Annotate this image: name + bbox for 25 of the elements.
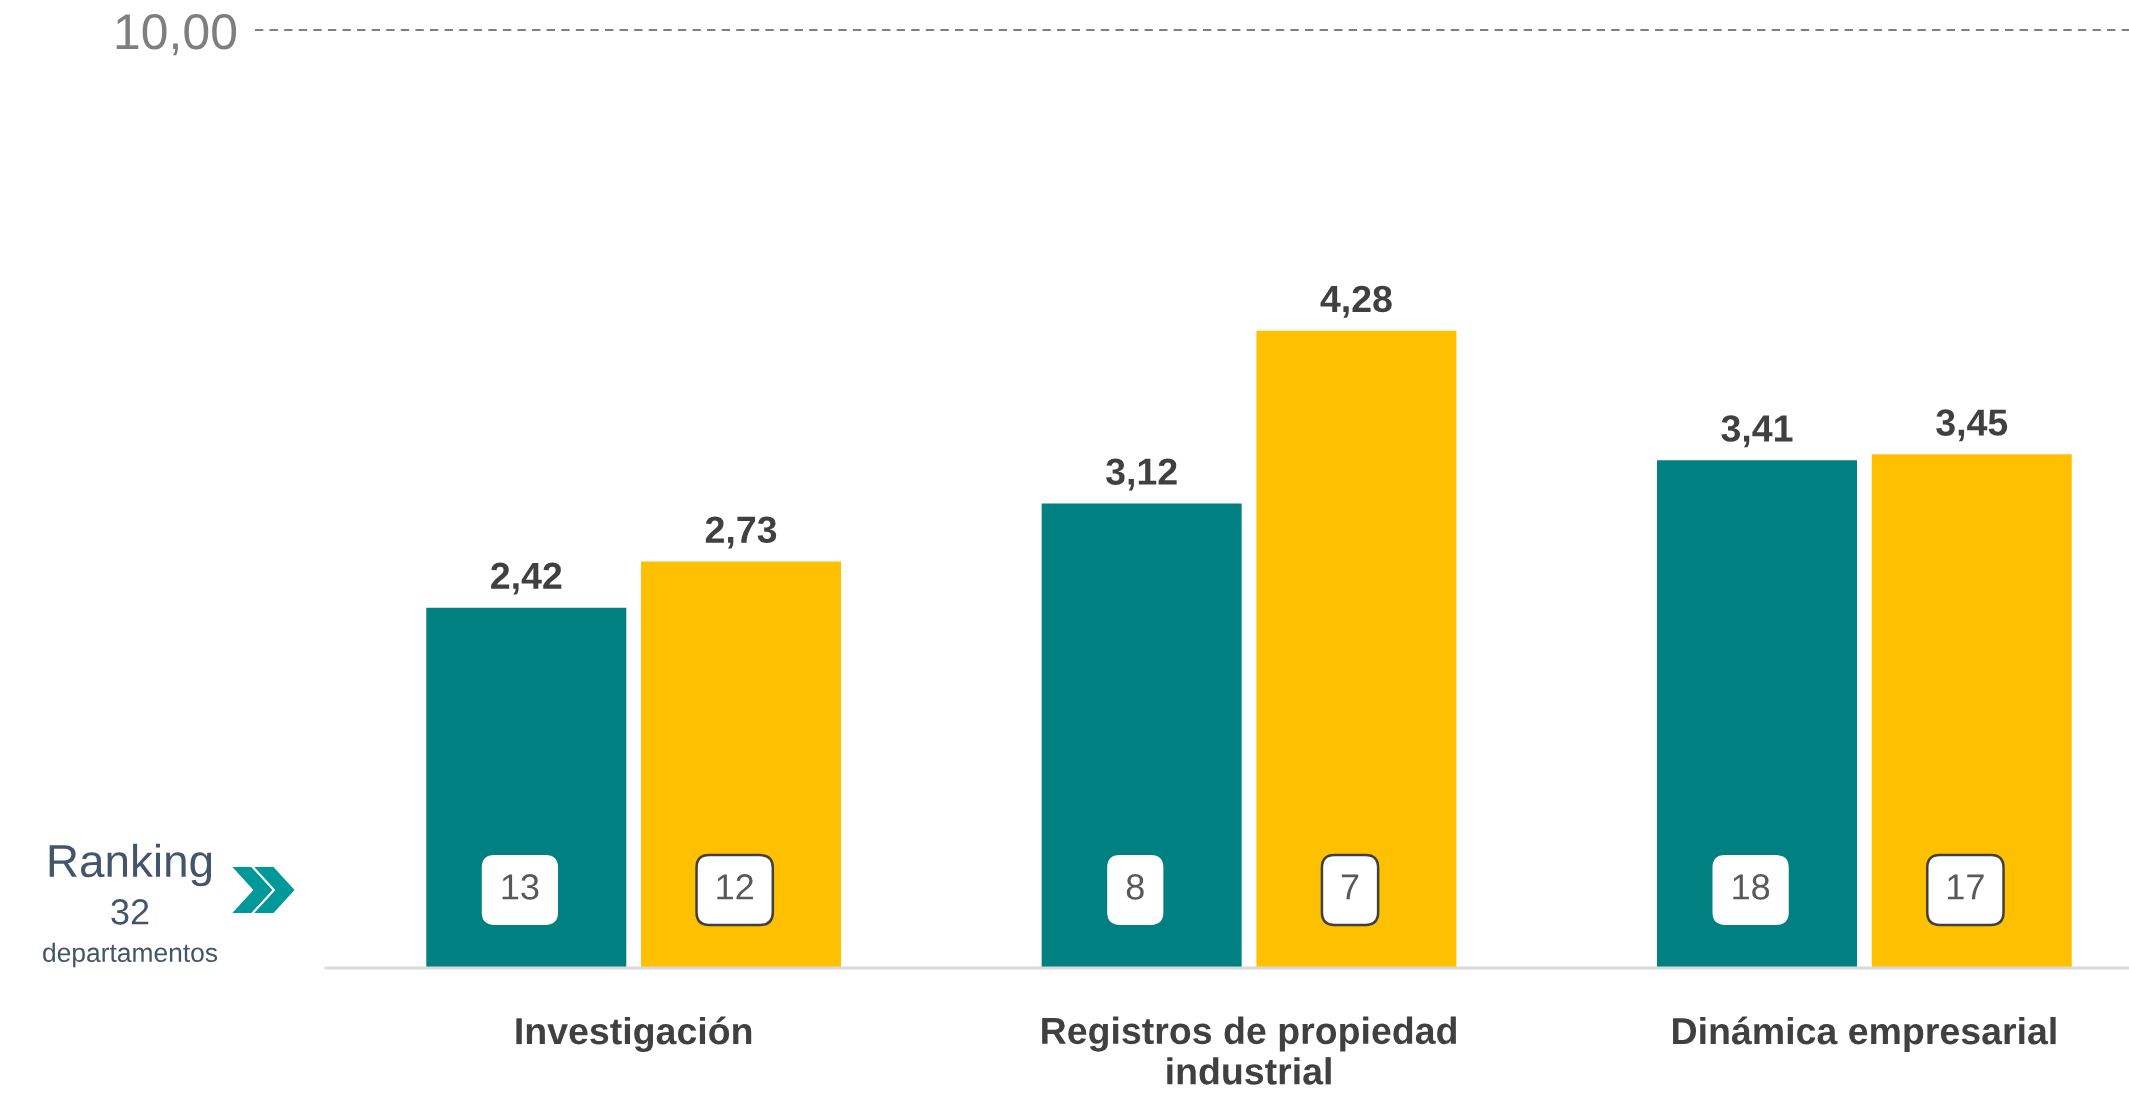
data-label: 3,45 — [1936, 409, 2008, 442]
annotation: 12 — [717, 874, 753, 900]
bar — [1041, 503, 1242, 968]
annotation: 18 — [1733, 874, 1770, 900]
bar — [1657, 460, 1858, 968]
data-label: 3,12 — [1106, 458, 1177, 491]
data-label: 2,42 — [491, 562, 562, 595]
x-tick-label: Registros de propiedad industrial — [1042, 1016, 1456, 1085]
annotation: 13 — [502, 874, 539, 900]
x-tick-label: Dinámica empresarial — [1673, 1016, 2056, 1052]
annotation: 8 — [1126, 874, 1144, 900]
bar — [1256, 330, 1457, 968]
bar — [426, 607, 627, 968]
x-tick-label: Investigación — [516, 1016, 752, 1053]
data-label: 2,73 — [705, 516, 777, 549]
text: Ranking — [49, 843, 212, 887]
bar — [1871, 454, 2072, 968]
annotation: 7 — [1341, 874, 1359, 900]
annotation: 17 — [1948, 874, 1984, 900]
data-label: 3,41 — [1721, 415, 1793, 448]
text: 10,00 — [116, 14, 237, 56]
text: departamentos — [43, 942, 218, 968]
text: 32 — [111, 899, 149, 925]
bar — [641, 561, 842, 968]
data-label: 4,28 — [1320, 285, 1392, 318]
